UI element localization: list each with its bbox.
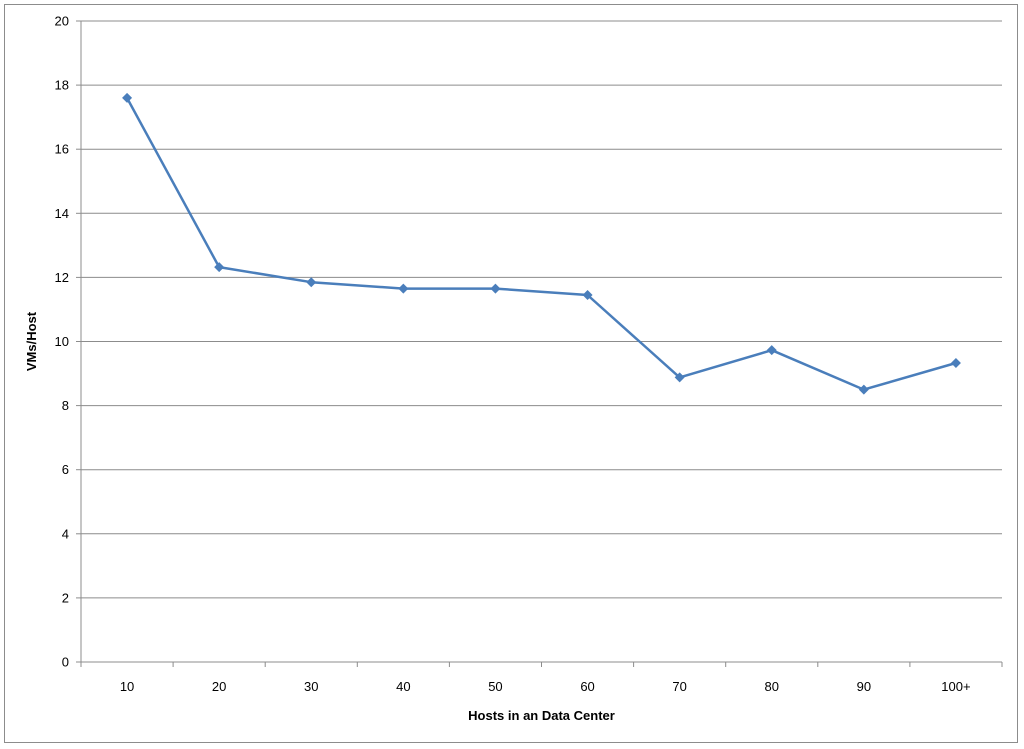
data-point-10 — [122, 92, 133, 103]
y-tick-labels: 0 2 4 6 8 10 12 14 16 18 20 — [55, 14, 69, 670]
x-tick-label: 30 — [304, 679, 318, 694]
y-tick-label: 6 — [62, 462, 69, 477]
data-point-80 — [766, 345, 777, 356]
y-axis-title: VMs/Host — [24, 311, 39, 371]
data-point-100+ — [950, 357, 961, 368]
axes — [76, 20, 1003, 667]
series — [122, 92, 961, 395]
y-tick-label: 14 — [55, 206, 69, 221]
y-tick-label: 16 — [55, 142, 69, 157]
y-tick-label: 8 — [62, 398, 69, 413]
chart-frame — [4, 4, 1018, 743]
y-tick-label: 2 — [62, 590, 69, 605]
x-tick-label: 40 — [396, 679, 410, 694]
series-line — [125, 96, 958, 391]
x-tick-label: 70 — [672, 679, 686, 694]
data-point-50 — [490, 283, 501, 294]
x-tick-label: 80 — [765, 679, 779, 694]
x-tick-label: 100+ — [941, 679, 970, 694]
data-point-20 — [214, 262, 225, 273]
y-tick-label: 4 — [62, 526, 69, 541]
x-tick-labels: 10 20 30 40 50 60 70 80 90 100+ — [120, 679, 971, 694]
y-tick-label: 12 — [55, 270, 69, 285]
x-tick-label: 60 — [580, 679, 594, 694]
y-tick-label: 20 — [55, 14, 69, 29]
x-tick-label: 20 — [212, 679, 226, 694]
x-tick-label: 10 — [120, 679, 134, 694]
data-point-40 — [398, 283, 409, 294]
data-point-60 — [582, 290, 593, 301]
y-tick-label: 10 — [55, 334, 69, 349]
data-point-30 — [306, 277, 317, 288]
x-axis-title: Hosts in an Data Center — [468, 708, 615, 723]
y-tick-label: 18 — [55, 78, 69, 93]
x-tick-label: 50 — [488, 679, 502, 694]
gridlines — [81, 20, 1002, 599]
data-point-90 — [858, 384, 869, 395]
y-tick-label: 0 — [62, 655, 69, 670]
x-tick-label: 90 — [857, 679, 871, 694]
data-point-70 — [674, 372, 685, 383]
